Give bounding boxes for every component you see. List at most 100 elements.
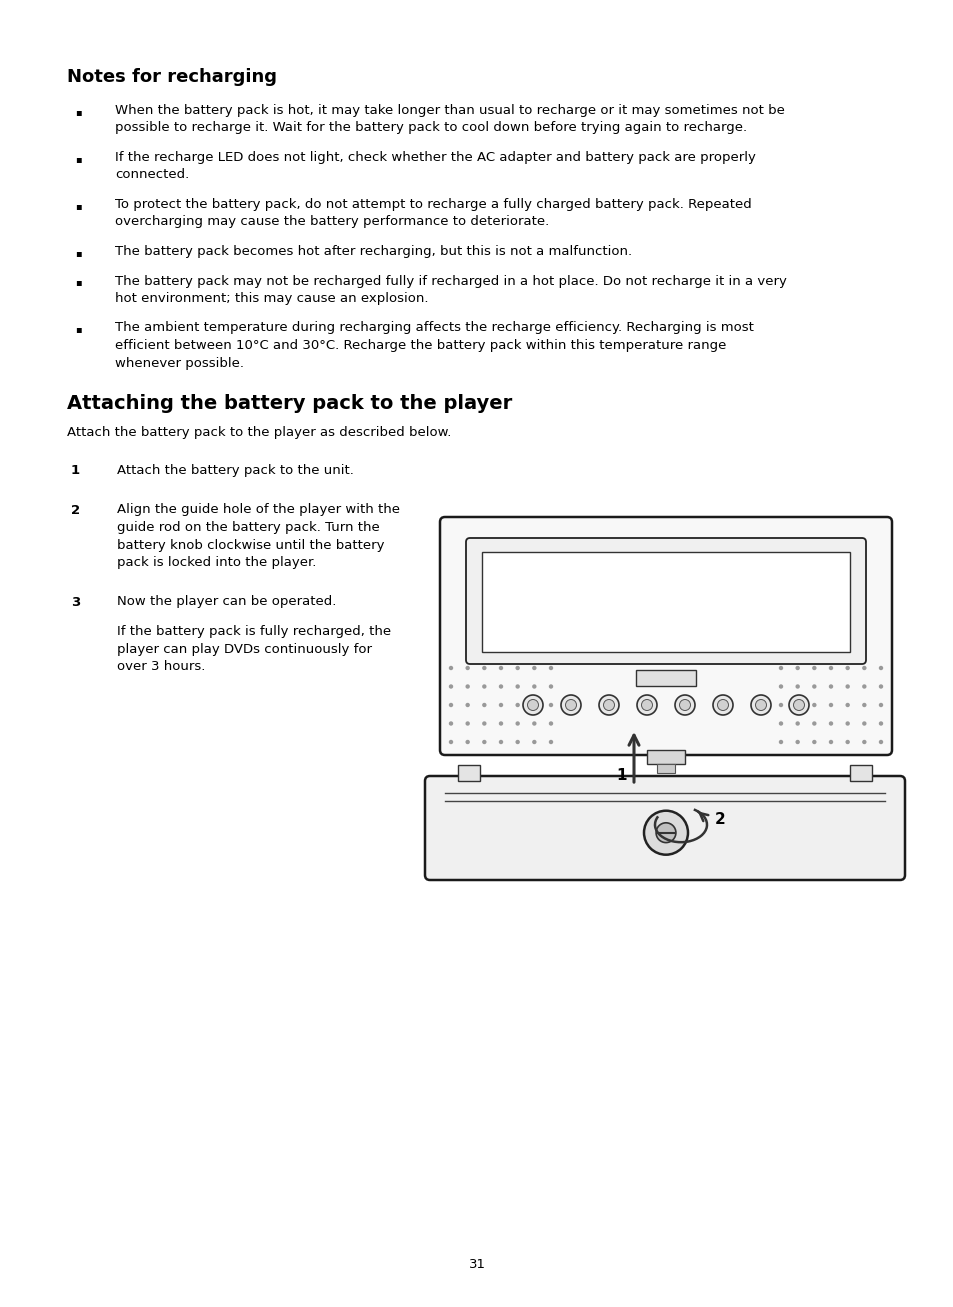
Circle shape [515, 740, 519, 744]
Text: The ambient temperature during recharging affects the recharge efficiency. Recha: The ambient temperature during rechargin… [115, 322, 753, 335]
Circle shape [862, 665, 865, 670]
Circle shape [465, 685, 470, 689]
Circle shape [811, 740, 816, 744]
Text: whenever possible.: whenever possible. [115, 357, 244, 370]
Circle shape [795, 721, 799, 725]
Circle shape [828, 740, 832, 744]
Circle shape [778, 703, 782, 707]
Circle shape [532, 740, 536, 744]
Circle shape [548, 703, 553, 707]
Circle shape [522, 695, 542, 715]
Circle shape [565, 699, 576, 711]
Text: When the battery pack is hot, it may take longer than usual to recharge or it ma: When the battery pack is hot, it may tak… [115, 105, 784, 118]
Circle shape [828, 665, 832, 670]
Circle shape [548, 721, 553, 725]
Circle shape [755, 699, 765, 711]
Circle shape [844, 665, 849, 670]
Circle shape [548, 685, 553, 689]
Bar [457, 765, 479, 782]
Circle shape [481, 703, 486, 707]
Text: battery knob clockwise until the battery: battery knob clockwise until the battery [117, 538, 384, 552]
Text: 3: 3 [71, 596, 80, 609]
Text: Attach the battery pack to the unit.: Attach the battery pack to the unit. [117, 464, 354, 477]
Circle shape [640, 699, 652, 711]
Circle shape [498, 703, 502, 707]
Circle shape [778, 740, 782, 744]
Circle shape [828, 685, 832, 689]
Circle shape [844, 703, 849, 707]
Circle shape [643, 810, 687, 855]
Text: Notes for recharging: Notes for recharging [67, 68, 276, 86]
Circle shape [778, 721, 782, 725]
Text: 1: 1 [616, 767, 626, 783]
Text: ▪: ▪ [75, 248, 82, 257]
Text: pack is locked into the player.: pack is locked into the player. [117, 555, 316, 569]
FancyBboxPatch shape [424, 776, 904, 880]
Circle shape [498, 685, 502, 689]
Circle shape [515, 685, 519, 689]
Text: Attaching the battery pack to the player: Attaching the battery pack to the player [67, 393, 512, 413]
Circle shape [465, 721, 470, 725]
Text: To protect the battery pack, do not attempt to recharge a fully charged battery : To protect the battery pack, do not atte… [115, 197, 751, 210]
Text: over 3 hours.: over 3 hours. [117, 660, 205, 673]
Circle shape [515, 665, 519, 670]
Circle shape [532, 665, 536, 670]
Circle shape [448, 721, 453, 725]
Circle shape [481, 740, 486, 744]
Circle shape [656, 823, 675, 843]
Text: ▪: ▪ [75, 154, 82, 163]
Circle shape [515, 721, 519, 725]
Circle shape [465, 665, 470, 670]
Circle shape [448, 665, 453, 670]
Circle shape [811, 665, 816, 670]
Circle shape [878, 721, 882, 725]
Circle shape [878, 665, 882, 670]
Circle shape [828, 721, 832, 725]
Circle shape [811, 721, 816, 725]
Circle shape [498, 721, 502, 725]
Text: 2: 2 [71, 503, 80, 516]
Circle shape [793, 699, 803, 711]
Circle shape [778, 685, 782, 689]
Circle shape [878, 685, 882, 689]
Text: possible to recharge it. Wait for the battery pack to cool down before trying ag: possible to recharge it. Wait for the ba… [115, 122, 746, 135]
Text: ▪: ▪ [75, 324, 82, 335]
Circle shape [844, 740, 849, 744]
Circle shape [862, 703, 865, 707]
Text: connected.: connected. [115, 169, 189, 182]
Circle shape [481, 685, 486, 689]
Text: The battery pack may not be recharged fully if recharged in a hot place. Do not : The battery pack may not be recharged fu… [115, 274, 786, 288]
Circle shape [844, 685, 849, 689]
Circle shape [448, 685, 453, 689]
Text: efficient between 10°C and 30°C. Recharge the battery pack within this temperatu: efficient between 10°C and 30°C. Recharg… [115, 339, 725, 352]
Bar [636, 670, 696, 686]
Text: ▪: ▪ [75, 201, 82, 210]
Circle shape [844, 721, 849, 725]
Circle shape [717, 699, 728, 711]
Circle shape [679, 699, 690, 711]
Text: player can play DVDs continuously for: player can play DVDs continuously for [117, 643, 372, 656]
Circle shape [532, 685, 536, 689]
Text: ▪: ▪ [75, 107, 82, 118]
Circle shape [675, 695, 695, 715]
Circle shape [795, 685, 799, 689]
Bar [481, 552, 849, 652]
Bar [849, 765, 871, 782]
Circle shape [795, 665, 799, 670]
FancyBboxPatch shape [439, 518, 891, 755]
Circle shape [498, 740, 502, 744]
Text: The battery pack becomes hot after recharging, but this is not a malfunction.: The battery pack becomes hot after recha… [115, 244, 632, 257]
Circle shape [448, 703, 453, 707]
Circle shape [878, 703, 882, 707]
Text: guide rod on the battery pack. Turn the: guide rod on the battery pack. Turn the [117, 521, 379, 535]
Text: If the battery pack is fully recharged, the: If the battery pack is fully recharged, … [117, 625, 391, 638]
FancyBboxPatch shape [465, 538, 865, 664]
Text: 31: 31 [468, 1259, 485, 1272]
Circle shape [481, 721, 486, 725]
Text: Attach the battery pack to the player as described below.: Attach the battery pack to the player as… [67, 426, 451, 439]
Text: hot environment; this may cause an explosion.: hot environment; this may cause an explo… [115, 291, 428, 305]
Circle shape [862, 721, 865, 725]
Circle shape [560, 695, 580, 715]
Circle shape [811, 703, 816, 707]
Circle shape [532, 721, 536, 725]
